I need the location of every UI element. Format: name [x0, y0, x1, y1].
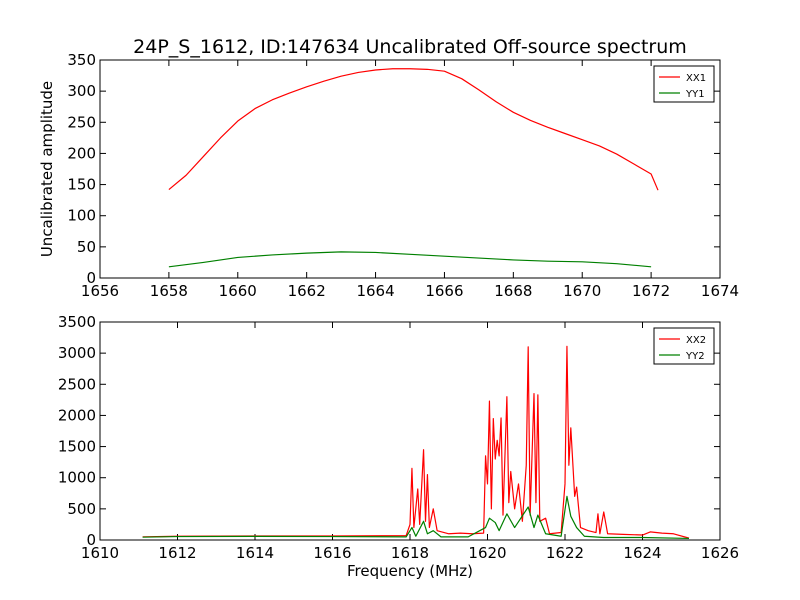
upper-xtick-label: 1662	[288, 282, 326, 300]
lower-legend-box	[653, 327, 715, 365]
lower-ytick-label: 3000	[58, 344, 96, 362]
lower-xtick-label: 1624	[623, 544, 661, 562]
series-xx1-line	[168, 68, 659, 191]
lower-y-axis: 0 500 1000 1500 2000 2500 3000 3500	[58, 313, 720, 549]
legend-label-xx1: XX1	[686, 73, 706, 84]
series-yy1-line	[168, 251, 652, 268]
legend-label-yy1: YY1	[685, 89, 705, 100]
lower-x-axis: 1610 1612 1614 1616 1618 1620 1622 1624 1626	[81, 322, 739, 562]
upper-xtick-label: 1666	[425, 282, 463, 300]
lower-series-group	[142, 345, 690, 540]
lower-ytick-label: 2000	[58, 406, 96, 424]
upper-xtick-label: 1658	[150, 282, 188, 300]
upper-y-axis: 0 50 100 150 200 250 300 350	[67, 51, 720, 287]
upper-ytick-label: 250	[67, 113, 96, 131]
upper-xtick-label: 1674	[701, 282, 739, 300]
legend-label-yy2: YY2	[685, 351, 705, 362]
lower-xtick-label: 1626	[701, 544, 739, 562]
upper-ytick-label: 200	[67, 144, 96, 162]
lower-xtick-label: 1620	[468, 544, 506, 562]
upper-xtick-label: 1670	[563, 282, 601, 300]
upper-xtick-label: 1664	[356, 282, 394, 300]
lower-xtick-label: 1612	[158, 544, 196, 562]
upper-plot-frame	[99, 59, 721, 279]
lower-xtick-label: 1622	[546, 544, 584, 562]
legend-label-xx2: XX2	[686, 335, 706, 346]
upper-series-group	[168, 68, 659, 268]
lower-ytick-label: 0	[86, 531, 96, 549]
lower-ytick-label: 1000	[58, 469, 96, 487]
series-yy2-line	[142, 495, 690, 540]
lower-xtick-label: 1610	[81, 544, 119, 562]
upper-x-axis: 1656 1658 1660 1662 1664 1666 1668 1670 1672 1674	[81, 60, 739, 300]
lower-ytick-label: 500	[67, 500, 96, 518]
upper-xtick-label: 1656	[81, 282, 119, 300]
lower-xtick-label: 1614	[236, 544, 274, 562]
upper-ytick-label: 100	[67, 207, 96, 225]
lower-xtick-label: 1616	[313, 544, 351, 562]
upper-xtick-label: 1660	[219, 282, 257, 300]
upper-ytick-label: 150	[67, 176, 96, 194]
upper-xtick-label: 1672	[632, 282, 670, 300]
x-axis-label: Frequency (MHz)	[347, 562, 473, 580]
upper-ytick-label: 50	[77, 238, 96, 256]
upper-legend-box	[653, 65, 715, 103]
lower-ytick-label: 3500	[58, 313, 96, 331]
lower-ytick-label: 2500	[58, 375, 96, 393]
upper-ytick-label: 350	[67, 51, 96, 69]
lower-xtick-label: 1618	[391, 544, 429, 562]
series-xx2-line	[142, 345, 690, 539]
upper-ytick-label: 0	[86, 269, 96, 287]
upper-y-axis-label: Uncalibrated amplitude	[38, 81, 56, 257]
chart-title: 24P_S_1612, ID:147634 Uncalibrated Off-s…	[133, 36, 687, 58]
lower-ytick-label: 1500	[58, 438, 96, 456]
upper-ytick-label: 300	[67, 82, 96, 100]
upper-xtick-label: 1668	[494, 282, 532, 300]
